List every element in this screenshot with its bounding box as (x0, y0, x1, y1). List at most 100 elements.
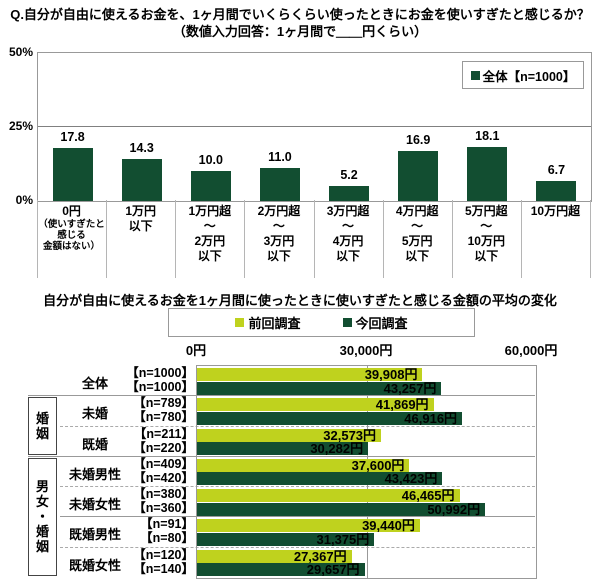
bar-current-value-5: 31,375円 (316, 531, 370, 547)
bottom-chart-legend: 前回調査 今回調査 (168, 308, 475, 337)
gridline-x-30000 (366, 366, 368, 578)
bottom-chart-area: 39,908円 43,257円 41,869円 46,916円 32,573円 30,28… (0, 365, 600, 580)
category-label-line: 以下 (197, 249, 222, 263)
row-separator-solid-0 (28, 395, 535, 396)
n-current: 【n=360】 (133, 501, 194, 516)
category-separator-8 (590, 200, 591, 278)
top-bar-value-5: 16.9 (406, 132, 431, 147)
bar-current-1 (197, 411, 463, 425)
legend-swatch-previous-icon (235, 318, 245, 327)
legend-entry-previous-survey: 前回調査 (235, 313, 301, 332)
row-n-label-5: 【n=91】 【n=80】 (118, 517, 194, 545)
category-label-line: 以下 (266, 249, 291, 263)
row-label-2: 既婚 (81, 436, 108, 452)
top-bar-value-2: 10.0 (198, 153, 223, 168)
n-previous: 【n=1000】 (126, 366, 194, 380)
category-label-line: 以下 (336, 249, 361, 263)
top-bar-value-6: 18.1 (475, 129, 500, 144)
category-label-line: ～ (342, 219, 355, 233)
bar-previous-value-1: 41,869円 (375, 397, 429, 413)
bar-current-2 (197, 442, 369, 456)
category-label-line: 10万円超 (530, 204, 581, 218)
category-label-line: 以下 (474, 249, 499, 263)
n-current: 【n=80】 (140, 531, 194, 546)
bar-previous-value-4: 46,465円 (401, 488, 455, 504)
category-label-line: 金額はない） (43, 241, 101, 252)
x-tick-60000yen: 60,000円 (504, 343, 558, 358)
bar-previous-value-5: 39,440円 (362, 518, 415, 534)
n-current: 【n=780】 (133, 410, 194, 425)
x-tick-30000yen: 30,000円 (339, 343, 393, 358)
bar-previous-0 (197, 368, 423, 381)
row-separator-solid-2 (28, 456, 535, 457)
bottom-chart-title: 自分が自由に使えるお金を1ヶ月間に使ったときに使いすぎたと感じる金額の平均の変化 (43, 293, 557, 308)
category-label-line: 5万円超 (464, 204, 508, 218)
bar-previous-2 (197, 428, 382, 442)
legend-swatch-current-icon (342, 318, 352, 327)
category-label-line: ～ (480, 219, 493, 233)
top-bar-6 (467, 147, 508, 201)
category-label-line: 1万円超 (188, 204, 232, 218)
top-bar-7 (536, 181, 577, 201)
bar-current-value-0: 43,257円 (383, 380, 437, 396)
category-label-line: 10万円 (467, 234, 505, 248)
category-label-7: 10万円超 (521, 204, 590, 219)
n-current: 【n=1000】 (126, 380, 194, 394)
row-n-label-0: 【n=1000】 【n=1000】 (118, 366, 194, 394)
top-chart-title: Q.自分が自由に使えるお金を、1ヶ月間でいくらくらい使ったときにお金を使いすぎた… (0, 6, 600, 40)
category-label-line: ～ (203, 219, 216, 233)
category-label-line: 以下 (405, 249, 430, 263)
top-bar-1 (121, 158, 162, 201)
top-chart-title-line1: Q.自分が自由に使えるお金を、1ヶ月間でいくらくらい使ったときにお金を使いすぎた… (10, 7, 590, 22)
row-separator-dashed-1 (60, 426, 535, 427)
bar-previous-3 (197, 458, 410, 472)
bar-current-5 (197, 532, 375, 546)
row-n-label-1: 【n=789】 【n=780】 (118, 396, 194, 424)
row-n-label-4: 【n=380】 【n=360】 (118, 487, 194, 515)
row-n-label-6: 【n=120】 【n=140】 (118, 548, 194, 576)
x-tick-0yen: 0円 (185, 343, 207, 358)
row-n-label-2: 【n=211】 【n=220】 (118, 427, 194, 455)
row-separator-dashed-3 (60, 486, 535, 487)
category-separator-2 (175, 200, 177, 278)
category-label-line: ～ (411, 219, 424, 233)
top-category-axis: 0円 （使いすぎたと 感じる 金額はない） 1万円 以下 1万円超～ 2万円 以下 2万円超～ 3万… (37, 200, 591, 284)
row-separator-dashed-5 (60, 547, 535, 548)
category-label-line: ～ (272, 219, 285, 233)
bar-previous-6 (197, 549, 352, 563)
category-label-line: 3万円 (263, 234, 295, 248)
top-bar-value-3: 11.0 (268, 150, 292, 165)
category-separator-5 (382, 200, 384, 278)
n-previous: 【n=91】 (140, 517, 194, 532)
legend-label-total: 全体【n=1000】 (482, 69, 576, 84)
bar-current-value-4: 50,992円 (427, 501, 481, 517)
category-separator-6 (451, 200, 453, 278)
top-bar-5 (398, 150, 439, 201)
legend-label-current: 今回調査 (355, 316, 408, 331)
bar-previous-value-0: 39,908円 (364, 367, 418, 382)
group-box-label: 男女・婚姻 (35, 479, 49, 555)
legend-swatch-total-icon (470, 70, 480, 80)
n-current: 【n=220】 (133, 440, 194, 455)
row-n-label-3: 【n=409】 【n=420】 (118, 457, 194, 485)
bar-previous-4 (197, 489, 460, 503)
category-label-line: 1万円 (125, 204, 157, 218)
bar-previous-value-3: 37,600円 (351, 457, 405, 473)
category-label-line: 以下 (128, 219, 153, 233)
category-label-6: 5万円超～ 10万円 以下 (452, 204, 521, 264)
bar-current-value-2: 30,282円 (310, 441, 364, 457)
group-box-1: 婚姻 (28, 397, 57, 455)
top-bar-0 (52, 148, 93, 201)
n-current: 【n=420】 (133, 470, 194, 485)
category-label-line: 4万円 (332, 234, 364, 248)
category-label-4: 3万円超～ 4万円 以下 (314, 204, 383, 264)
category-separator-7 (520, 200, 522, 278)
bar-current-value-3: 43,423円 (384, 471, 438, 487)
bar-previous-5 (197, 519, 420, 533)
top-bar-value-4: 5.2 (340, 167, 358, 182)
gridline-25pct (38, 126, 591, 127)
row-label-5: 既婚男性 (68, 527, 121, 543)
bar-current-value-1: 46,916円 (404, 410, 458, 426)
top-plot-area: 17.8 14.3 10.0 11.0 5.2 16.9 18.1 6.7 (37, 52, 592, 202)
